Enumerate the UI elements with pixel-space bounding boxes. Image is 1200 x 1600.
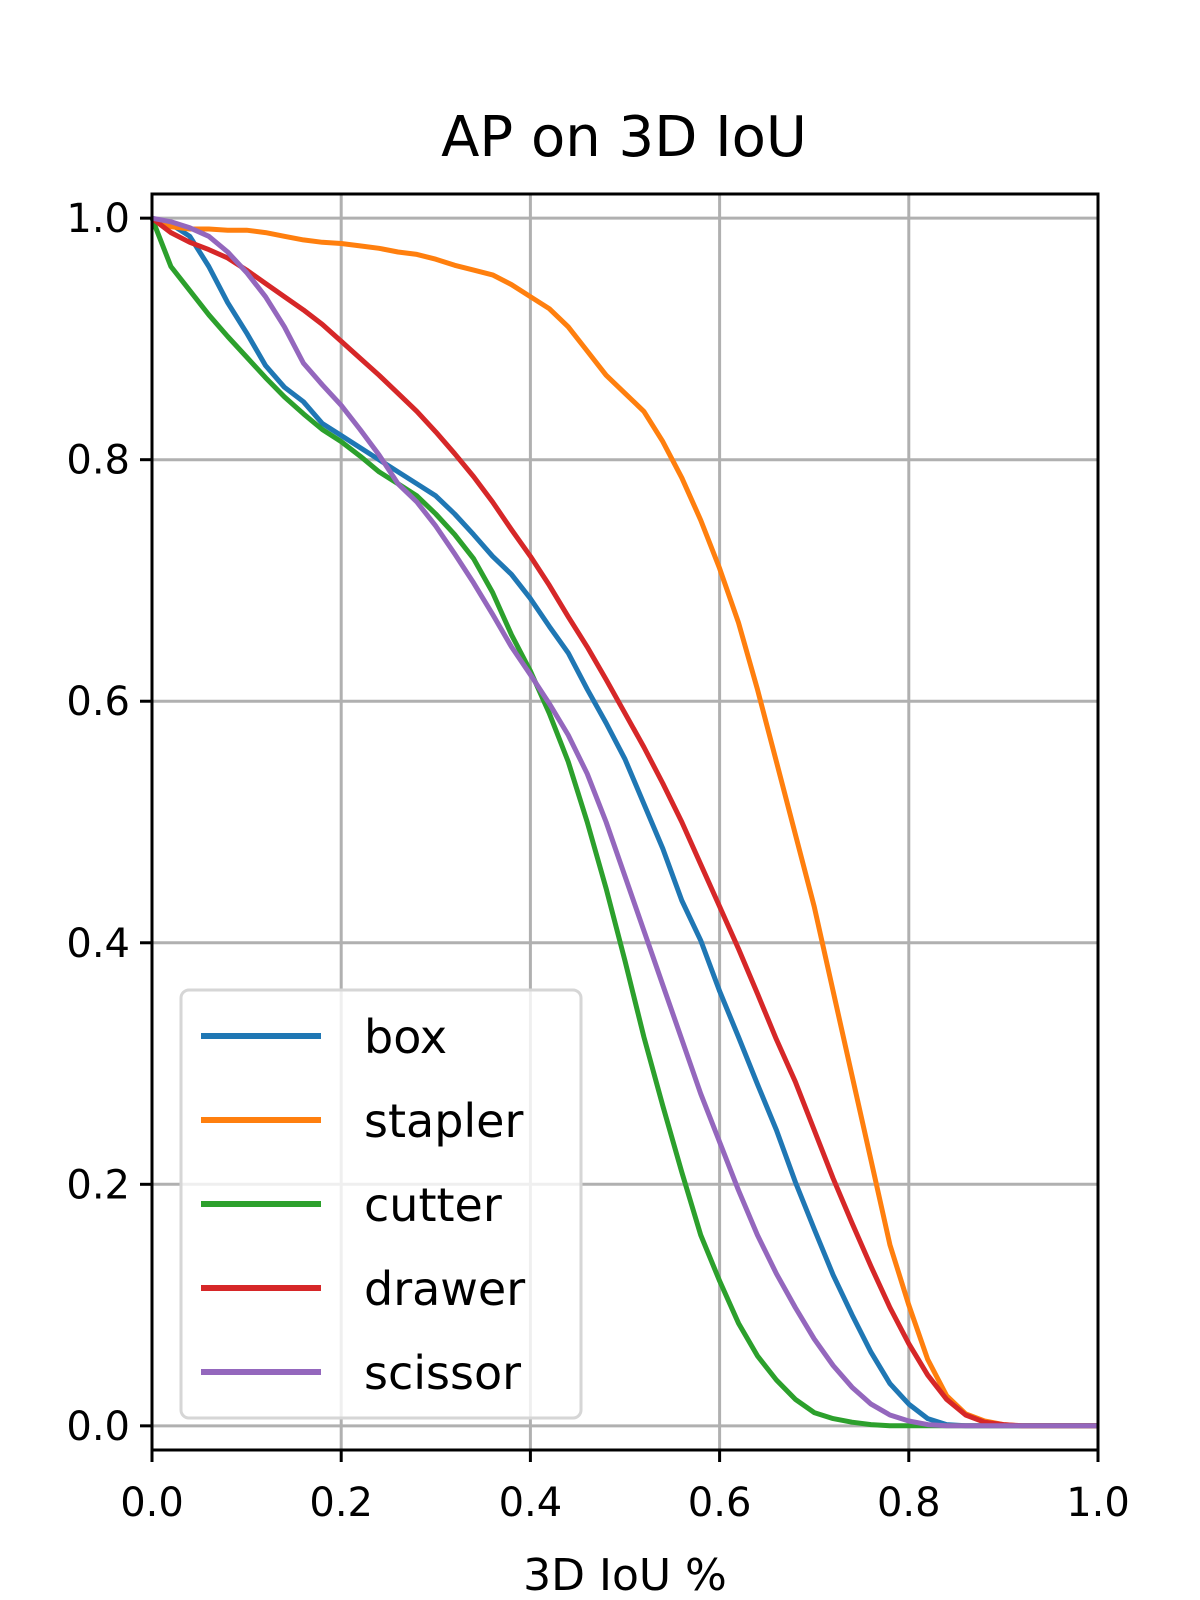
legend-label-scissor: scissor bbox=[364, 1346, 521, 1400]
series-line-box bbox=[151, 215, 1098, 1429]
x-tick-label-4: 0.8 bbox=[877, 1480, 941, 1526]
legend-box bbox=[179, 988, 583, 1420]
axis-ticks: 0.0 0.2 0.4 0.6 0.8 1.0 0.0 0.2 0.4 0.6 0.8 1.0 bbox=[66, 196, 1129, 1526]
legend: box stapler cutter drawer scissor bbox=[179, 988, 583, 1420]
x-tick-label-3: 0.6 bbox=[688, 1480, 752, 1526]
series-line-drawer bbox=[150, 216, 1098, 1429]
series-line-stapler bbox=[150, 215, 1098, 1429]
x-tick-label-5: 1.0 bbox=[1066, 1480, 1130, 1526]
x-tick-label-2: 0.4 bbox=[499, 1480, 563, 1526]
series-line-scissor bbox=[151, 215, 1098, 1429]
y-tick-label-0: 0.0 bbox=[66, 1404, 130, 1450]
y-tick-label-4: 0.8 bbox=[66, 438, 130, 484]
legend-label-drawer: drawer bbox=[364, 1262, 525, 1316]
chart-title: AP on 3D IoU bbox=[441, 105, 807, 170]
x-tick-label-1: 0.2 bbox=[309, 1480, 373, 1526]
y-tick-label-5: 1.0 bbox=[66, 196, 130, 242]
y-tick-label-1: 0.2 bbox=[66, 1162, 130, 1208]
x-axis-label: 3D IoU % bbox=[523, 1550, 727, 1600]
series-lines bbox=[149, 215, 1098, 1429]
plot-area-frame bbox=[150, 192, 1100, 1452]
x-tick-label-0: 0.0 bbox=[120, 1480, 184, 1526]
legend-label-stapler: stapler bbox=[364, 1094, 523, 1148]
y-tick-label-3: 0.6 bbox=[66, 679, 130, 725]
legend-label-box: box bbox=[364, 1010, 447, 1064]
legend-label-cutter: cutter bbox=[364, 1178, 502, 1232]
y-tick-label-2: 0.4 bbox=[66, 921, 130, 967]
